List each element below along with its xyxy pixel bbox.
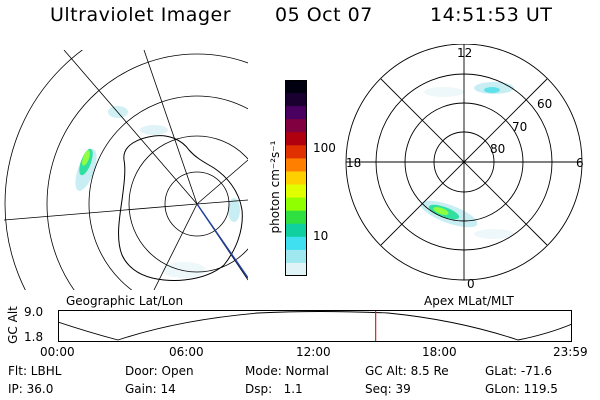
auroral-emission — [75, 106, 240, 278]
y-tick-top: 9.0 — [24, 305, 44, 319]
colorbar-band — [285, 106, 307, 120]
x-tick-0600: 06:00 — [169, 345, 204, 359]
lat-label-80: 80 — [490, 142, 506, 156]
colorbar-band — [285, 197, 307, 212]
gc-alt-info: GC Alt: 8.5 Re — [365, 364, 449, 378]
colorbar-band — [285, 80, 307, 94]
ip-info: IP: 36.0 — [8, 382, 54, 396]
colorbar-band — [285, 223, 307, 238]
x-tick-2359: 23:59 — [553, 345, 588, 359]
mlt-label-18: 18 — [346, 156, 362, 170]
mlt-label-12: 12 — [457, 46, 473, 60]
colorbar-band — [285, 119, 307, 133]
colorbar-band — [285, 171, 307, 186]
altitude-trace-plot — [58, 310, 572, 342]
gc-alt-axis-label: GC Alt — [6, 306, 20, 344]
altitude-curve — [58, 311, 572, 341]
colorbar-band — [285, 93, 307, 107]
mlt-label-6: 6 — [576, 156, 584, 170]
mlt-label-0: 0 — [467, 277, 475, 291]
colorbar-band — [285, 184, 307, 199]
geographic-caption: Geographic Lat/Lon — [66, 294, 184, 308]
lat-label-60: 60 — [537, 97, 553, 111]
glat-info: GLat: -71.6 — [485, 364, 552, 378]
gain-info: Gain: 14 — [125, 382, 176, 396]
x-tick-0000: 00:00 — [40, 345, 75, 359]
glon-info: GLon: 119.5 — [485, 382, 558, 396]
apex-caption: Apex MLat/MLT — [424, 294, 514, 308]
filter-info: Flt: LBHL — [8, 364, 62, 378]
colorbar-band — [285, 158, 307, 172]
door-info: Door: Open — [125, 364, 194, 378]
colorbar-band — [285, 210, 307, 225]
geographic-map — [4, 50, 248, 290]
x-tick-1800: 18:00 — [422, 345, 457, 359]
colorbar-band — [285, 249, 307, 264]
colorbar-unit-label: photon cm⁻²s⁻¹ — [268, 140, 282, 234]
dsp-info: Dsp: 1.1 — [245, 382, 303, 396]
colorbar-band — [285, 262, 307, 276]
colorbar-band — [285, 145, 307, 159]
observation-time: 14:51:53 UT — [430, 4, 553, 26]
mode-info: Mode: Normal — [245, 364, 329, 378]
lat-label-70: 70 — [512, 120, 528, 134]
colorbar-band — [285, 132, 307, 146]
instrument-title: Ultraviolet Imager — [50, 4, 232, 26]
observation-date: 05 Oct 07 — [275, 4, 373, 26]
continent-outline — [118, 135, 243, 281]
seq-info: Seq: 39 — [365, 382, 411, 396]
colorbar-tick-100: 100 — [313, 141, 336, 155]
y-tick-bottom: 1.8 — [24, 330, 44, 344]
colorbar-band — [285, 236, 307, 251]
color-scale-bar — [285, 80, 307, 276]
magnetic-polar-dial — [345, 44, 583, 281]
colorbar-tick-10: 10 — [313, 229, 329, 243]
x-tick-1200: 12:00 — [296, 345, 331, 359]
